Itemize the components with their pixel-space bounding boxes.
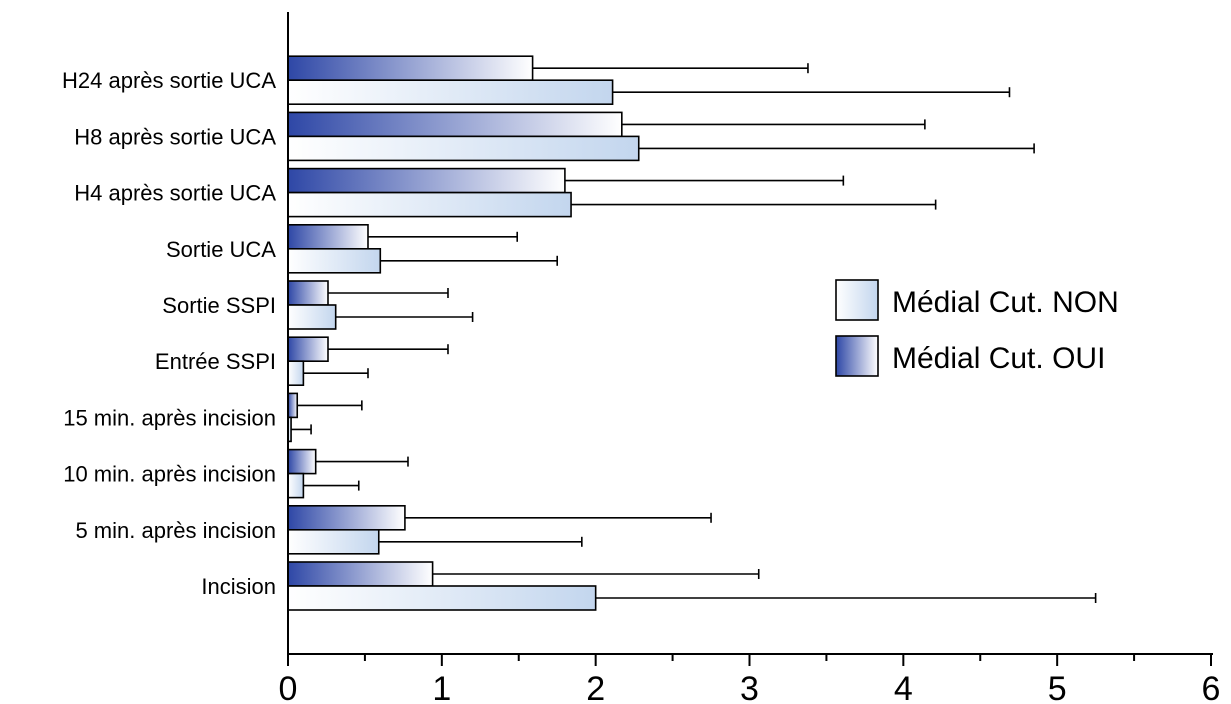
x-tick-label-1: 1 (432, 670, 451, 704)
category-label-5: Sortie SSPI (162, 293, 276, 318)
category-label-2: 10 min. après incision (63, 462, 276, 487)
bar-non-5 (287, 304, 337, 330)
category-label-3: 15 min. après incision (63, 405, 276, 430)
category-labels: Incision 5 min. après incision 10 min. apr… (62, 68, 276, 599)
bar-non-6 (287, 248, 382, 274)
bar-oui-0 (287, 561, 434, 587)
bar-non-7 (287, 191, 572, 218)
category-label-1: 5 min. après incision (75, 518, 276, 543)
bar-oui-6 (287, 224, 369, 250)
category-label-9: H24 après sortie UCA (62, 68, 276, 93)
bar-oui-2 (287, 448, 317, 475)
bar-oui-1 (287, 504, 406, 531)
bar-non-4 (287, 360, 305, 387)
x-tick-labels: 0 1 2 3 4 5 6 (279, 670, 1221, 704)
x-tick-label-4: 4 (894, 670, 913, 704)
bars-layer (287, 55, 640, 611)
bar-non-2 (287, 472, 305, 499)
axes (287, 12, 1213, 666)
bar-oui-4 (287, 336, 329, 363)
bar-non-0 (287, 585, 597, 611)
x-tick-label-6: 6 (1202, 670, 1221, 704)
legend-item-non-label: Médial Cut. NON (892, 286, 1119, 319)
x-tick-label-5: 5 (1048, 670, 1067, 704)
legend: Médial Cut. NON Médial Cut. OUI (835, 279, 1119, 377)
legend-item-oui-swatch (835, 335, 879, 377)
x-tick-label-0: 0 (279, 670, 298, 704)
category-label-7: H4 après sortie UCA (74, 181, 276, 206)
category-label-8: H8 après sortie UCA (74, 124, 276, 149)
bar-oui-5 (287, 280, 329, 306)
category-label-6: Sortie UCA (166, 237, 276, 262)
category-label-4: Entrée SSPI (155, 349, 276, 374)
legend-item-non: Médial Cut. NON (835, 279, 1119, 321)
bar-non-1 (287, 528, 380, 555)
bar-oui-9 (287, 55, 534, 82)
x-tick-label-3: 3 (740, 670, 759, 704)
legend-item-oui: Médial Cut. OUI (835, 335, 1105, 377)
legend-item-non-swatch (835, 279, 879, 321)
bar-non-8 (287, 135, 640, 162)
x-tick-label-2: 2 (586, 670, 605, 704)
bar-non-9 (287, 79, 614, 105)
bar-oui-3 (287, 392, 299, 419)
category-label-0: Incision (201, 574, 276, 599)
error-bars-layer (291, 63, 1097, 603)
legend-item-oui-label: Médial Cut. OUI (892, 342, 1105, 375)
bar-oui-7 (287, 167, 566, 194)
bar-oui-8 (287, 111, 623, 138)
